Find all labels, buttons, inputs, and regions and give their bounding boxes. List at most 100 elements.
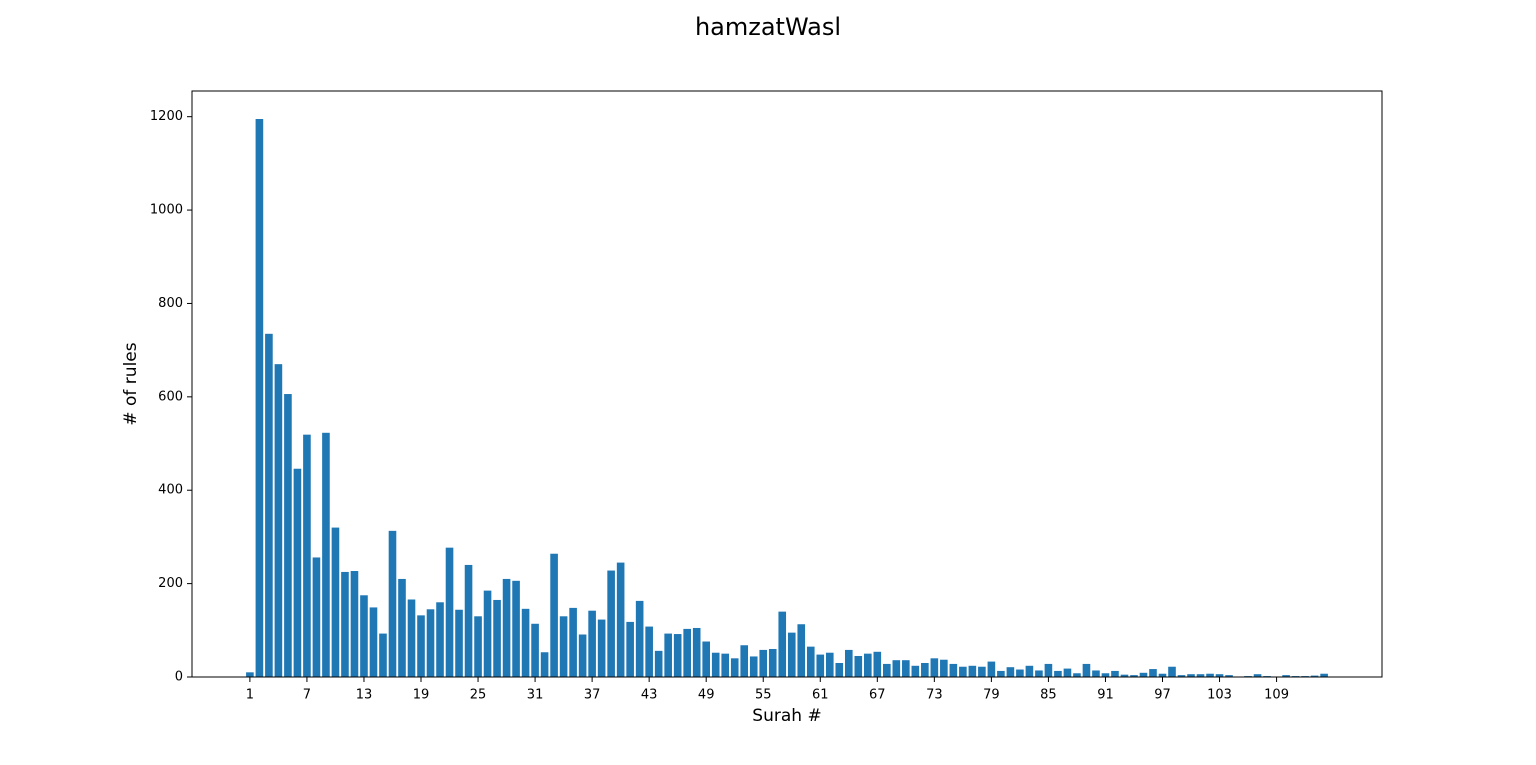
bar	[360, 595, 368, 677]
bar	[1101, 673, 1110, 677]
x-tick-label: 97	[1154, 688, 1171, 703]
bar	[1016, 669, 1024, 677]
bar	[854, 655, 863, 677]
bar	[1073, 673, 1081, 677]
bar	[1177, 675, 1186, 677]
x-tick-label: 25	[470, 688, 487, 703]
bar	[331, 527, 340, 677]
x-tick-label: 37	[584, 688, 601, 703]
bar	[569, 607, 577, 677]
x-tick-label: 73	[926, 688, 943, 703]
bar	[911, 665, 920, 677]
bar	[474, 616, 482, 677]
bar	[341, 571, 349, 677]
x-tick-label: 55	[755, 688, 772, 703]
bar	[1120, 674, 1129, 677]
bar	[1025, 665, 1034, 677]
x-tick-label: 61	[812, 688, 829, 703]
bar	[1139, 672, 1148, 677]
x-tick-label: 91	[1097, 688, 1114, 703]
bar	[1111, 670, 1119, 677]
bar	[1149, 669, 1157, 677]
bar	[1092, 670, 1100, 677]
bar	[978, 666, 986, 677]
bar	[645, 626, 653, 677]
bar	[550, 553, 558, 677]
bar	[968, 665, 977, 677]
bar	[388, 530, 397, 677]
y-tick-label: 800	[158, 296, 183, 311]
bar	[1130, 675, 1138, 677]
bar	[1006, 667, 1015, 677]
bar	[284, 394, 292, 677]
y-axis-label: # of rules	[121, 342, 141, 425]
bar	[265, 333, 273, 677]
bar	[1082, 663, 1091, 677]
bar	[949, 663, 958, 677]
x-tick-label: 79	[983, 688, 1000, 703]
x-tick-label: 85	[1040, 688, 1057, 703]
x-tick-label: 19	[413, 688, 430, 703]
bar	[816, 654, 825, 677]
bar	[512, 580, 520, 677]
bar	[597, 619, 606, 677]
bar	[521, 608, 530, 677]
x-tick-label: 13	[356, 688, 373, 703]
bar	[930, 658, 939, 677]
bar	[312, 557, 321, 677]
bar	[959, 666, 967, 677]
bar	[787, 632, 796, 677]
bar	[1253, 674, 1262, 677]
bar	[1225, 675, 1233, 677]
bar	[1310, 675, 1319, 677]
y-tick-label: 1200	[150, 109, 183, 124]
bar	[902, 660, 910, 677]
bar	[940, 659, 948, 677]
bar	[921, 662, 929, 677]
bar	[1035, 670, 1043, 677]
bar	[883, 663, 891, 677]
bar	[322, 432, 330, 677]
bar	[806, 646, 815, 677]
bar	[436, 602, 444, 677]
bar	[768, 648, 777, 677]
bar	[873, 651, 882, 677]
bar	[844, 649, 853, 677]
bar	[825, 652, 834, 677]
bar	[1054, 670, 1062, 677]
bar	[588, 610, 596, 677]
bar	[559, 616, 568, 677]
bar	[721, 653, 730, 677]
bar	[1168, 666, 1176, 677]
bar	[379, 633, 387, 677]
bar	[626, 621, 634, 677]
y-tick-label: 600	[158, 389, 183, 404]
bar	[673, 634, 682, 677]
x-tick-label: 7	[303, 688, 311, 703]
bar	[1215, 674, 1224, 677]
x-tick-label: 1	[246, 688, 254, 703]
bar	[749, 656, 758, 677]
bar	[246, 672, 254, 677]
bar	[730, 658, 739, 677]
x-tick-label: 43	[641, 688, 658, 703]
bar	[293, 468, 302, 677]
bar	[426, 609, 435, 677]
bar	[255, 119, 264, 678]
bar	[1044, 663, 1053, 677]
bar	[1282, 675, 1290, 677]
bar	[692, 627, 701, 677]
bar	[997, 670, 1005, 677]
bar	[702, 641, 710, 677]
bar	[987, 661, 996, 677]
plot-frame	[191, 90, 1383, 678]
y-tick-label: 0	[175, 670, 183, 685]
x-tick-label: 49	[698, 688, 715, 703]
bar	[892, 660, 901, 677]
bar	[369, 607, 378, 677]
bar	[1320, 673, 1328, 677]
x-tick-label: 67	[869, 688, 886, 703]
bar	[740, 645, 749, 677]
bar	[711, 652, 720, 677]
bar	[274, 364, 283, 677]
